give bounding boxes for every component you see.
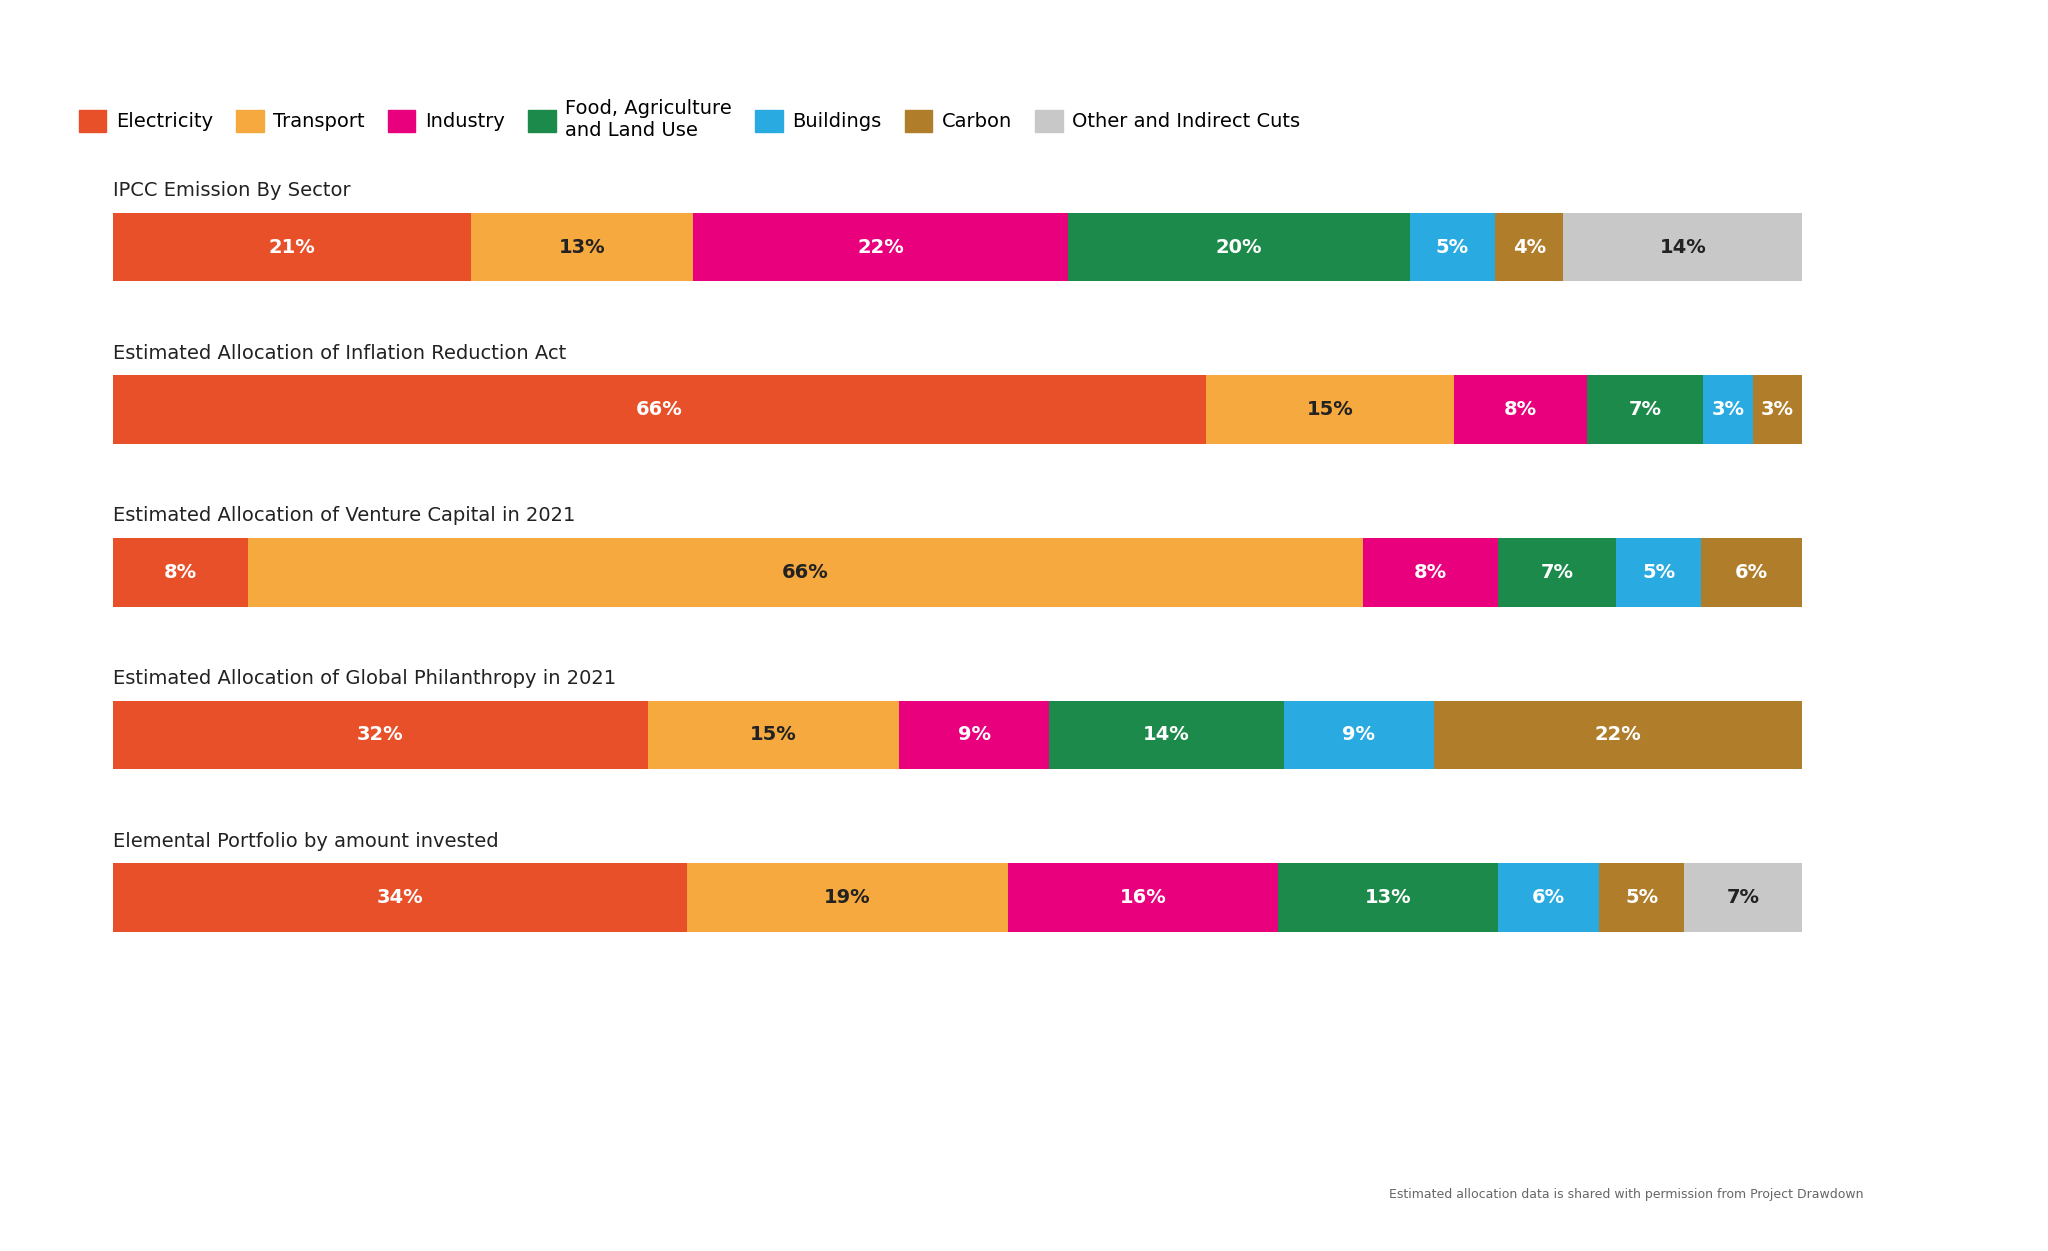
Text: 6%: 6% [1532,888,1565,907]
Bar [1563,213,1802,281]
Text: 32%: 32% [356,726,403,744]
Bar [1753,375,1802,444]
Text: Estimated Allocation of Inflation Reduction Act: Estimated Allocation of Inflation Reduct… [113,344,565,363]
Bar [1278,863,1499,932]
Bar [1434,701,1802,769]
Text: 22%: 22% [1595,726,1642,744]
Bar [1702,538,1802,607]
Text: 13%: 13% [1364,888,1411,907]
Bar [1499,538,1616,607]
Text: 22%: 22% [858,238,903,256]
Bar [1364,538,1499,607]
Text: 66%: 66% [782,563,829,582]
Text: 16%: 16% [1120,888,1167,907]
Bar [1454,375,1587,444]
Bar [113,213,471,281]
Text: 8%: 8% [1413,563,1448,582]
Bar [1683,863,1802,932]
Text: 4%: 4% [1513,238,1546,256]
Bar [1599,863,1683,932]
Bar [647,701,899,769]
Text: 13%: 13% [559,238,606,256]
Text: Estimated Allocation of Global Philanthropy in 2021: Estimated Allocation of Global Philanthr… [113,669,616,688]
Bar [248,538,1364,607]
Text: 34%: 34% [377,888,424,907]
Text: 14%: 14% [1659,238,1706,256]
Text: 66%: 66% [635,400,682,419]
Text: 6%: 6% [1735,563,1767,582]
Text: 20%: 20% [1217,238,1262,256]
Text: Estimated allocation data is shared with permission from Project Drawdown: Estimated allocation data is shared with… [1389,1188,1864,1201]
Text: 19%: 19% [823,888,870,907]
Text: 7%: 7% [1540,563,1573,582]
Text: 7%: 7% [1628,400,1661,419]
Bar [688,863,1008,932]
Bar [113,538,248,607]
Bar [1049,701,1284,769]
Text: 3%: 3% [1712,400,1745,419]
Bar [471,213,692,281]
Bar [692,213,1069,281]
Bar [899,701,1049,769]
Legend: Electricity, Transport, Industry, Food, Agriculture
and Land Use, Buildings, Car: Electricity, Transport, Industry, Food, … [72,91,1309,148]
Text: Estimated Allocation of Venture Capital in 2021: Estimated Allocation of Venture Capital … [113,507,575,525]
Bar [1495,213,1563,281]
Text: 9%: 9% [1341,726,1376,744]
Bar [1069,213,1409,281]
Text: 8%: 8% [164,563,197,582]
Text: 3%: 3% [1761,400,1794,419]
Text: 7%: 7% [1726,888,1759,907]
Text: IPCC Emission By Sector: IPCC Emission By Sector [113,181,350,200]
Text: 9%: 9% [958,726,991,744]
Text: 15%: 15% [750,726,797,744]
Bar [1206,375,1454,444]
Bar [1008,863,1278,932]
Text: 15%: 15% [1307,400,1354,419]
Bar [1587,375,1702,444]
Bar [1616,538,1702,607]
Text: 5%: 5% [1436,238,1468,256]
Text: 14%: 14% [1143,726,1190,744]
Bar [113,863,688,932]
Text: 8%: 8% [1503,400,1538,419]
Bar [1409,213,1495,281]
Text: 5%: 5% [1642,563,1675,582]
Text: Elemental Portfolio by amount invested: Elemental Portfolio by amount invested [113,832,498,851]
Text: 21%: 21% [268,238,315,256]
Bar [1702,375,1753,444]
Bar [1499,863,1599,932]
Bar [113,701,647,769]
Bar [113,375,1206,444]
Bar [1284,701,1434,769]
Text: 5%: 5% [1626,888,1659,907]
